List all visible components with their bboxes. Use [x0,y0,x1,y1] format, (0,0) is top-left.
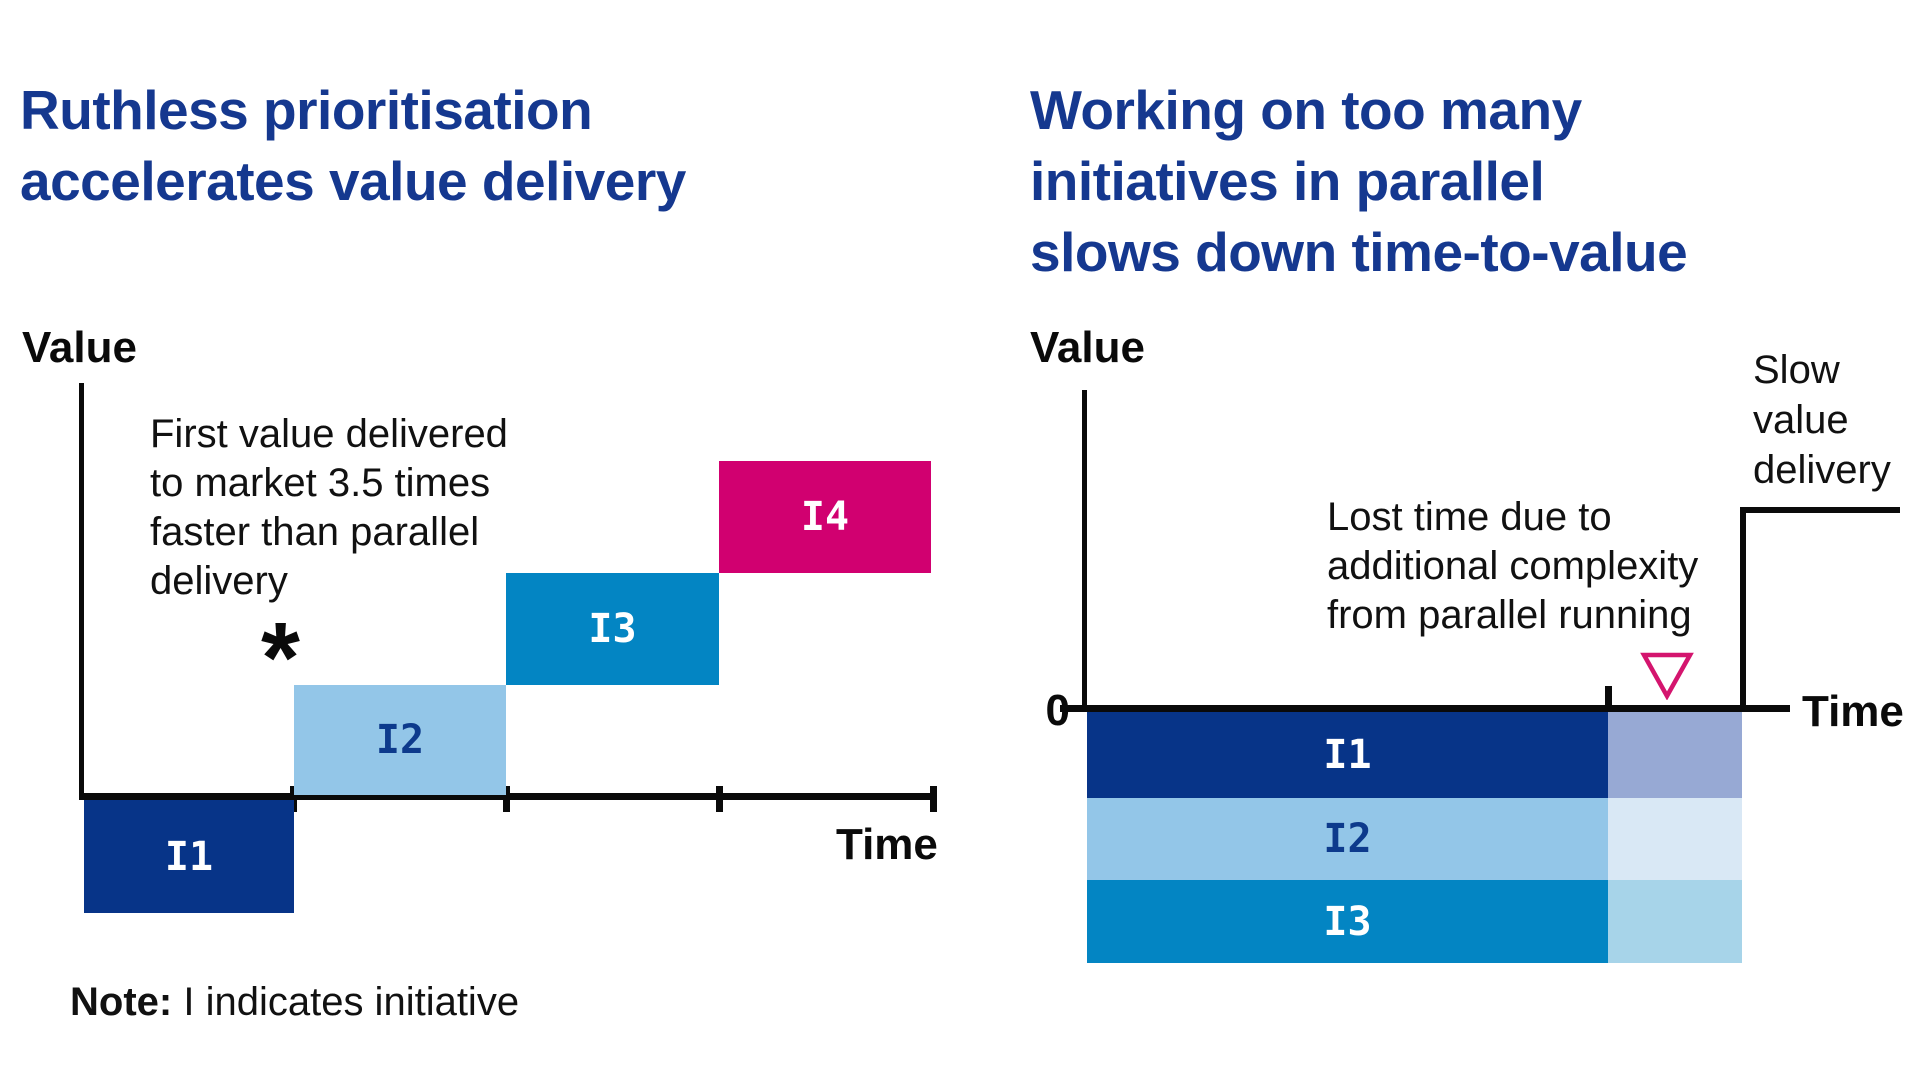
parallel-bar-i2: I2 [1087,798,1742,880]
left-axis-tick-3 [716,786,723,812]
initiative-box-label: I2 [375,717,425,763]
right-annotation-text: Lost time due to additional complexity f… [1327,495,1699,637]
note: Note: I indicates initiative [70,980,519,1025]
left-annotation-text: First value delivered to market 3.5 time… [150,412,508,603]
initiative-box-i4: I4 [719,461,931,573]
initiative-box-i2: I2 [294,685,506,795]
initiative-bar-label: I1 [1323,732,1372,778]
left-axis-tick-2 [503,786,510,812]
lost-time-triangle-marker [1640,652,1694,700]
note-text: I indicates initiative [183,980,520,1024]
triangle-outline [1640,652,1694,700]
parallel-bars-group: I1 I2 I3 [1087,712,1742,963]
initiative-box-label: I1 [164,833,214,880]
bar-solid-segment: I1 [1087,712,1608,798]
initiative-box-label: I3 [588,606,637,652]
initiative-box-i1: I1 [84,800,294,913]
left-axis-tick-4 [930,786,937,812]
initiative-bar-label: I3 [1323,898,1372,945]
slow-delivery-step-line-vertical [1740,508,1746,712]
slow-delivery-step-line-horizontal [1740,507,1900,513]
right-time-axis-label: Time [1802,687,1904,736]
bar-faded-segment [1608,880,1742,963]
left-time-axis-label: Time [836,820,938,869]
note-prefix: Note: [70,980,173,1024]
initiative-bar-label: I2 [1323,816,1372,862]
parallel-bar-i1: I1 [1087,712,1742,798]
initiative-box-i3: I3 [506,573,719,685]
right-y-axis-line [1082,390,1087,712]
right-axis-tick [1605,686,1612,724]
right-value-axis-label: Value [1030,323,1145,372]
slow-value-delivery-label: Slow value delivery [1753,348,1891,492]
right-chart-title: Working on too many initiatives in paral… [1030,78,1688,283]
origin-zero-label: 0 [1045,686,1070,735]
bar-solid-segment: I3 [1087,880,1608,963]
initiative-box-label: I4 [800,494,850,540]
parallel-bar-i3: I3 [1087,880,1742,963]
left-y-axis-line [79,383,84,800]
left-value-axis-label: Value [22,323,137,372]
left-axis-tick-1 [290,786,297,812]
bar-faded-segment [1608,712,1742,798]
right-x-axis-line [1060,705,1790,712]
annotation-asterisk-marker: * [261,602,300,714]
bar-faded-segment [1608,798,1742,880]
left-chart-title: Ruthless prioritisation accelerates valu… [20,78,686,212]
bar-solid-segment: I2 [1087,798,1608,880]
